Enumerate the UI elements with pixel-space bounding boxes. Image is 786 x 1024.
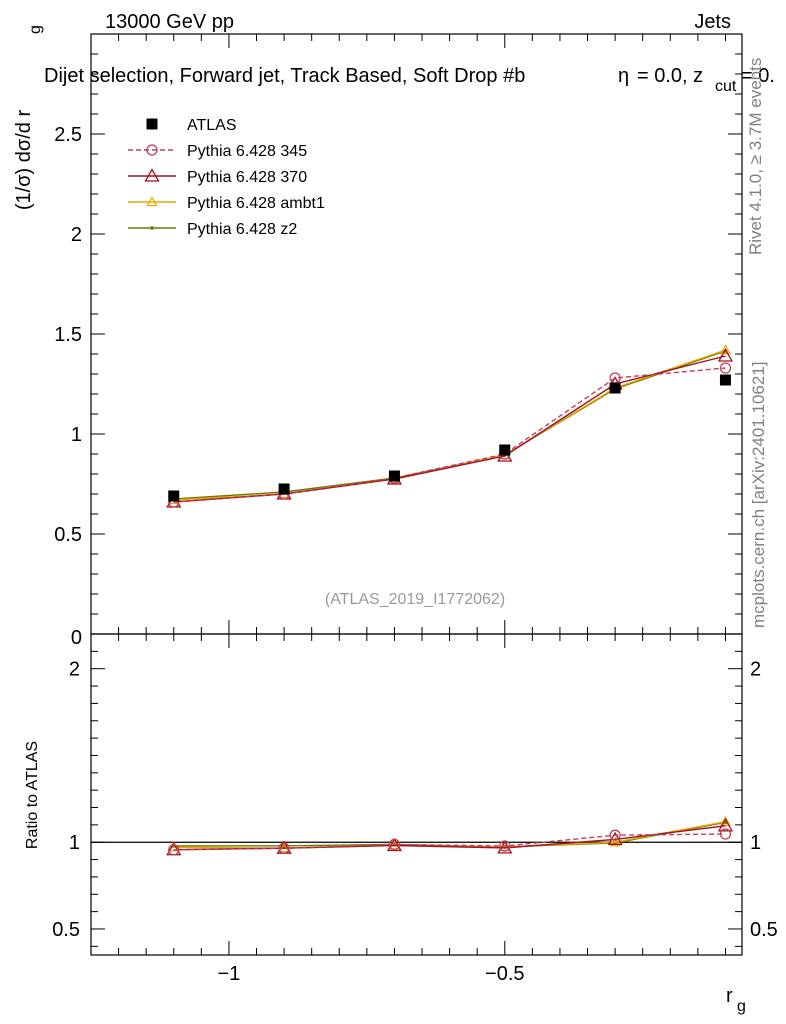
atlas-data-point: [609, 382, 621, 394]
ratio-series-point: [499, 840, 511, 852]
legend-label: Pythia 6.428 ambt1: [187, 195, 325, 212]
ratio-series-point: [497, 840, 513, 854]
legend-marker: [144, 168, 160, 182]
atlas-data-point: [278, 483, 290, 495]
main-series: [166, 344, 734, 508]
ratio-series-point: [609, 829, 621, 841]
y-tick-label: 2.5: [54, 124, 82, 146]
ratio-series-line: [173, 833, 726, 851]
y-axis-title: (1/σ) dσ/d r g: [13, 25, 44, 210]
legend-label: ATLAS: [187, 117, 237, 134]
ratio-tick-label-right: 0.5: [750, 919, 778, 941]
ratio-tick-label-left: 1: [69, 832, 80, 854]
process-label: Jets: [694, 11, 731, 33]
mcplots-label: mcplots.cern.ch [arXiv:2401.10621]: [749, 362, 768, 628]
atlas-data-point: [388, 470, 400, 482]
series-point: [717, 348, 734, 362]
ratio-series-point: [717, 818, 734, 832]
legend-label: Pythia 6.428 z2: [187, 221, 297, 238]
ratio-series-point: [168, 844, 180, 856]
legend-label: Pythia 6.428 370: [187, 169, 307, 186]
atlas-data-point: [499, 444, 511, 456]
series-point: [719, 362, 732, 374]
ratio-tick-label-right: 2: [750, 659, 761, 681]
ratio-series-point: [278, 842, 290, 854]
y-tick-label: 1.5: [54, 324, 82, 346]
x-tick-label: −0.5: [485, 963, 524, 985]
legend-marker: [150, 226, 154, 230]
x-axis-title-sub: g: [737, 998, 746, 1015]
legend: ATLAS Pythia 6.428 345 Pythia 6.428 370 Pyt…: [128, 117, 325, 238]
energy-label: 13000 GeV pp: [105, 11, 234, 33]
analysis-watermark: (ATLAS_2019_I1772062): [325, 591, 505, 608]
legend-marker: [146, 144, 158, 156]
rivet-label: Rivet 4.1.0, ≥ 3.7M events: [746, 58, 765, 255]
y-tick-label: 0.5: [54, 524, 82, 546]
atlas-data-point: [168, 490, 180, 502]
title-eta-symbol: η: [618, 65, 629, 87]
ratio-tick-label-left: 2: [69, 659, 80, 681]
ratio-series-line: [173, 821, 726, 848]
x-tick-label: −1: [218, 963, 241, 985]
series-point: [719, 344, 731, 355]
plot-title-tail: = 0.: [741, 65, 775, 87]
series-line: [173, 350, 726, 500]
axis-ticks: [91, 34, 742, 955]
plot-title-sub: cut: [715, 78, 737, 95]
series-line: [173, 367, 726, 503]
y-tick-label: 1: [71, 424, 82, 446]
legend-marker: [146, 118, 158, 130]
ratio-series-point: [719, 828, 732, 840]
ratio-y-axis-title: Ratio to ATLAS: [24, 741, 41, 849]
tick-labels: −1 −0.5 0.5 1 1.5 2 2.5 0 0.5 0.5 1 1 2 2: [52, 124, 778, 985]
series-line: [173, 349, 726, 501]
atlas-data-point: [719, 374, 731, 386]
legend-marker: [146, 196, 158, 207]
ratio-series-point: [609, 836, 621, 847]
y-axis-title-text: (1/σ) dσ/d r: [13, 110, 35, 211]
ratio-series-point: [719, 815, 731, 826]
ratio-series-line: [173, 821, 726, 849]
legend-label: Pythia 6.428 345: [187, 143, 307, 160]
y-tick-label: 2: [71, 224, 82, 246]
ratio-series-point: [388, 838, 401, 851]
ratio-tick-label-left: 0.5: [52, 919, 80, 941]
x-axis-title: r: [726, 985, 733, 1007]
plot-title-suffix: = 0.0, z: [637, 65, 703, 87]
ratio-plot-frame: [90, 633, 743, 956]
ratio-tick-label-right: 1: [750, 832, 761, 854]
y-axis-title-sub: g: [27, 25, 44, 34]
y-tick-label-zero: 0: [71, 627, 82, 649]
ratio-series: [166, 815, 734, 856]
plot-title: Dijet selection, Forward jet, Track Base…: [44, 65, 525, 87]
